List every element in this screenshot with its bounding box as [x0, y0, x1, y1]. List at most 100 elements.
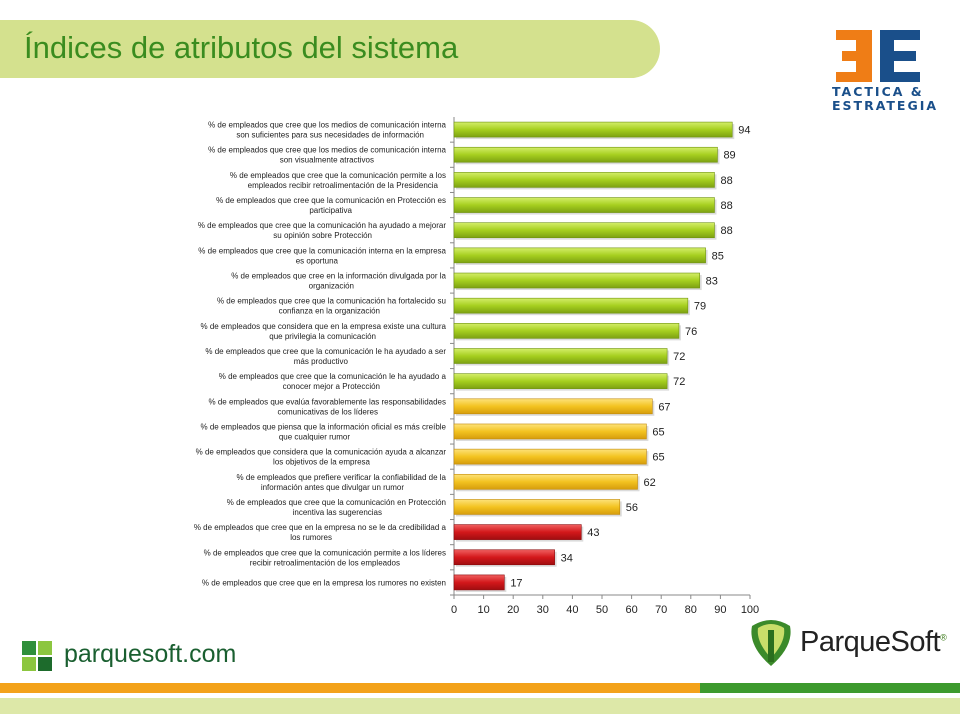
category-label-line: es oportuna — [296, 256, 339, 265]
category-label-line: su opinión sobre Protección — [273, 231, 372, 240]
bar — [453, 146, 718, 163]
category-label: % de empleados que cree que la comunicac… — [205, 347, 446, 366]
data-label: 79 — [694, 301, 706, 313]
bar — [453, 448, 647, 465]
category-label-line: % de empleados que cree que la comunicac… — [198, 246, 446, 255]
page-title: Índices de atributos del sistema — [24, 30, 459, 65]
category-label-line: % de empleados que cree que la comunicac… — [198, 221, 446, 230]
bar — [453, 373, 668, 389]
x-tick-label: 60 — [625, 604, 637, 616]
bar — [453, 574, 505, 591]
x-tick-label: 0 — [451, 604, 457, 616]
bar — [453, 172, 715, 188]
registered-mark: ® — [940, 632, 947, 643]
category-label: % de empleados que cree que la comunicac… — [219, 372, 447, 391]
category-label-line: son suficientes para sus necesidades de … — [236, 131, 424, 140]
category-label: % de empleados que considera que en la e… — [201, 322, 447, 341]
x-tick-label: 10 — [477, 604, 489, 616]
category-label: % de empleados que cree que los medios d… — [208, 121, 446, 140]
bar — [453, 323, 680, 339]
category-label: % de empleados que piensa que la informa… — [201, 422, 447, 441]
category-label-line: participativa — [309, 206, 352, 215]
bar — [453, 197, 715, 213]
data-label: 88 — [720, 175, 732, 187]
data-label: 62 — [644, 477, 656, 489]
category-label: % de empleados que cree que en la empres… — [194, 523, 447, 542]
bar — [453, 272, 700, 289]
data-label: 72 — [673, 376, 685, 388]
category-label-line: los objetivos de la empresa — [273, 458, 370, 467]
data-label: 43 — [587, 527, 599, 539]
data-label: 83 — [706, 276, 718, 288]
bar — [453, 398, 653, 415]
x-tick-label: 30 — [537, 604, 549, 616]
category-label-line: % de empleados que cree que la comunicac… — [204, 548, 446, 557]
category-label-line: son visualmente atractivos — [280, 156, 374, 165]
category-label-line: comunicativas de los líderes — [278, 407, 379, 416]
category-label-line: que privilegia la comunicación — [269, 332, 376, 341]
category-label-line: % de empleados que cree que los medios d… — [208, 121, 446, 130]
category-label-line: % de empleados que cree que la comunicac… — [230, 171, 446, 180]
data-label: 88 — [720, 200, 732, 212]
footer-green-bar — [700, 683, 960, 693]
category-label: % de empleados que considera que la comu… — [196, 448, 447, 467]
parquesoft-url: parquesoft.com — [64, 640, 237, 668]
category-label: % de empleados que evalúa favorablemente… — [209, 397, 447, 416]
category-label-line: % de empleados que considera que en la e… — [201, 322, 447, 331]
data-label: 65 — [652, 452, 664, 464]
data-label: 67 — [658, 401, 670, 413]
category-label: % de empleados que cree que la comunicac… — [204, 548, 446, 567]
parquesoft-brand-text: ParqueSoft — [800, 626, 941, 658]
category-label-line: % de empleados que cree que la comunicac… — [219, 372, 447, 381]
footer-light-bar — [0, 698, 960, 714]
data-label: 17 — [510, 577, 522, 589]
category-label: % de empleados que prefiere verificar la… — [237, 473, 447, 492]
category-label: % de empleados que cree en la informació… — [231, 272, 446, 291]
category-label-line: % de empleados que cree que la comunicac… — [205, 347, 446, 356]
category-label: % de empleados que cree que la comunicac… — [227, 498, 446, 517]
tactica-estrategia-logo — [836, 30, 920, 82]
category-label-line: % de empleados que cree que los medios d… — [208, 146, 446, 155]
category-label-line: % de empleados que cree que en la empres… — [202, 578, 446, 587]
category-label: % de empleados que cree que los medios d… — [208, 146, 446, 165]
data-label: 72 — [673, 351, 685, 363]
category-label: % de empleados que cree que la comunicac… — [217, 297, 446, 316]
category-label-line: % de empleados que cree que la comunicac… — [216, 196, 446, 205]
category-label-line: % de empleados que cree que la comunicac… — [217, 297, 446, 306]
data-label: 94 — [738, 125, 750, 137]
data-label: 85 — [712, 250, 724, 262]
bar — [453, 499, 621, 515]
category-label-line: % de empleados que considera que la comu… — [196, 448, 447, 457]
x-tick-label: 70 — [655, 604, 667, 616]
category-label-line: organización — [309, 282, 354, 291]
category-label-line: % de empleados que cree que la comunicac… — [227, 498, 446, 507]
category-label: % de empleados que cree que la comunicac… — [198, 221, 446, 240]
bar — [453, 423, 647, 440]
bar — [453, 549, 555, 566]
category-label-line: información antes que divulgar un rumor — [261, 483, 405, 492]
data-label: 34 — [561, 552, 573, 564]
x-tick-label: 100 — [741, 604, 759, 616]
category-label-line: % de empleados que evalúa favorablemente… — [209, 397, 447, 406]
category-label-line: los rumores — [290, 533, 332, 542]
category-label-line: % de empleados que piensa que la informa… — [201, 422, 447, 431]
category-label: % de empleados que cree que en la empres… — [202, 578, 446, 587]
bar — [453, 524, 582, 540]
category-label: % de empleados que cree que la comunicac… — [216, 196, 446, 215]
footer-orange-bar — [0, 683, 700, 693]
bar — [453, 222, 715, 239]
bar — [453, 247, 706, 264]
data-label: 76 — [685, 326, 697, 338]
data-label: 89 — [723, 150, 735, 162]
category-label-line: % de empleados que prefiere verificar la… — [237, 473, 447, 482]
category-label-line: más productivo — [294, 357, 349, 366]
category-label-line: recibir retroalimentación de los emplead… — [250, 558, 400, 567]
data-label: 56 — [626, 502, 638, 514]
category-label-line: que cualquier rumor — [279, 432, 350, 441]
bar — [453, 473, 638, 490]
category-label-line: incentiva las sugerencias — [293, 508, 382, 517]
parquesoft-squares-icon — [22, 641, 52, 671]
bar — [453, 348, 668, 364]
x-tick-label: 50 — [596, 604, 608, 616]
